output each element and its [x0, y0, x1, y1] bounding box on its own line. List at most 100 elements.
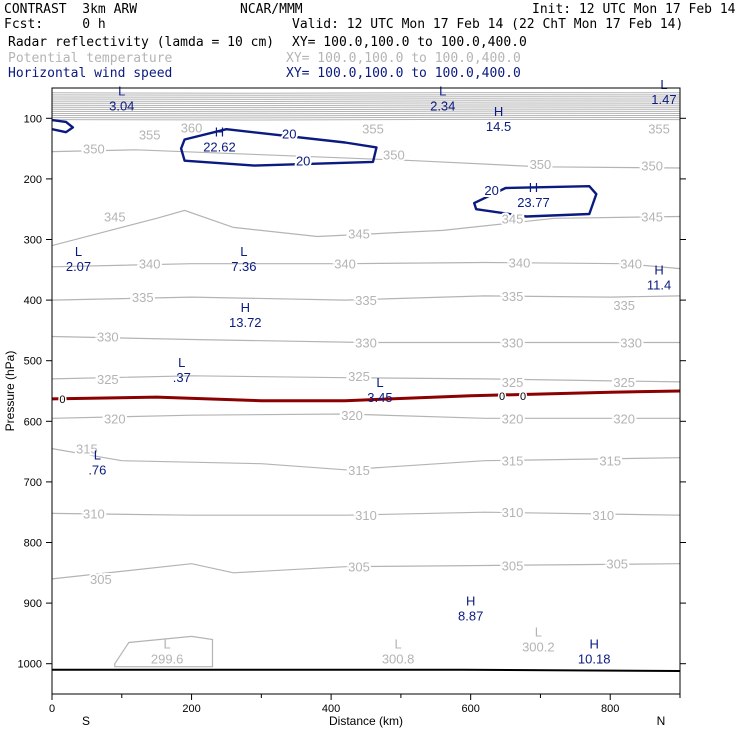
theta-contour-upper [52, 100, 680, 103]
theta-contour-350 [52, 149, 680, 169]
plot-frame [51, 87, 681, 695]
extremum-high: H14.5 [486, 104, 511, 134]
reflectivity-label-0: 0 [499, 391, 505, 403]
theta-label-360: 360 [181, 120, 203, 135]
extremum-type: H [215, 124, 224, 139]
theta-label-310: 310 [83, 506, 105, 521]
extremum-type: H [529, 180, 538, 195]
extremum-type: L [394, 637, 401, 652]
theta-label-340: 340 [334, 257, 356, 272]
extremum-type: L [439, 83, 446, 98]
wind-label-20: 20 [484, 183, 498, 198]
extremum-value: 13.72 [229, 315, 262, 330]
extremum-value: .37 [173, 370, 191, 385]
theta-contour-320 [52, 413, 680, 419]
extremum-type: L [75, 244, 82, 259]
extremum-value: 3.04 [109, 98, 134, 113]
field-label-wind: Horizontal wind speed [8, 66, 173, 81]
theta-contour-315 [52, 448, 680, 471]
extremum-type: H [494, 104, 503, 119]
theta-contour-upper [52, 94, 680, 96]
reflectivity-contours [52, 389, 680, 403]
theta-contour-340 [52, 261, 680, 270]
field-xy-wind: XY= 100.0,100.0 to 100.0,400.0 [286, 66, 521, 81]
theta-label-305: 305 [502, 559, 524, 574]
x-axis-title: Distance (km) [329, 714, 403, 728]
x-tick-label: 400 [322, 703, 340, 715]
extremum-type: L [376, 375, 383, 390]
y-tick-label: 900 [24, 598, 42, 610]
theta-label-335: 335 [132, 290, 154, 305]
extremum-low: L.37 [173, 355, 191, 385]
contour-labels: 350 350 350 350 345 345 345 345 340 340 340 340 335 3… [58, 118, 672, 588]
y-tick-label: 500 [24, 356, 42, 368]
extremum-type: H [589, 637, 598, 652]
extremum-high: H11.4 [647, 263, 671, 293]
x-tick-label: 0 [49, 703, 55, 715]
institution-label: NCAR/MMM [240, 2, 303, 17]
reflectivity-label-0: 0 [59, 394, 65, 406]
theta-label-325: 325 [502, 375, 524, 390]
y-tick-label: 1000 [18, 659, 42, 671]
extremum-low: L7.36 [231, 244, 256, 274]
field-xy-theta: XY= 100.0,100.0 to 100.0,400.0 [286, 51, 521, 66]
x-end-label-north: N [657, 714, 666, 728]
extremum-value: 299.6 [151, 652, 184, 667]
theta-label-310: 310 [502, 505, 524, 520]
theta-contour-330 [52, 335, 680, 344]
wind-contour [52, 118, 75, 134]
extremum-low: L.76 [88, 447, 106, 477]
extremum-value: 2.07 [66, 259, 91, 274]
theta-label-320: 320 [502, 411, 524, 426]
extremum-type: L [535, 624, 542, 639]
theta-label-345: 345 [502, 211, 524, 226]
theta-contour-310 [52, 511, 680, 516]
x-tick-label: 200 [182, 703, 200, 715]
theta-contour-upper [52, 106, 680, 109]
field-xy-reflectivity: XY= 100.0,100.0 to 100.0,400.0 [292, 35, 527, 50]
extremum-low: L3.04 [109, 83, 134, 113]
theta-contour-325 [52, 375, 680, 383]
theta-label-335: 335 [355, 293, 377, 308]
theta-label-345: 345 [348, 226, 370, 241]
y-tick-label: 600 [24, 416, 42, 428]
theta-label-310: 310 [355, 508, 377, 523]
y-tick-label: 100 [24, 113, 42, 125]
extremum-value: .76 [88, 462, 106, 477]
ground-line [52, 668, 680, 672]
reflectivity-label-0: 0 [520, 391, 526, 403]
extremum-value: 2.34 [430, 98, 455, 113]
y-tick-label: 800 [24, 538, 42, 550]
extremum-low: L2.34 [430, 83, 455, 113]
theta-label-325: 325 [613, 375, 635, 390]
extremum-value: 23.77 [517, 195, 550, 210]
extremum-low: L2.07 [66, 244, 91, 274]
theta-label-340: 340 [620, 257, 642, 272]
theta-contour-upper [52, 104, 680, 107]
theta-contour-335 [52, 295, 680, 301]
extremum-value: 14.5 [486, 119, 511, 134]
theta-label-330: 330 [620, 336, 642, 351]
y-tick-label: 300 [24, 235, 42, 247]
theta-label-350: 350 [530, 157, 552, 172]
theta-label-320: 320 [613, 411, 635, 426]
extremum-type: L [164, 637, 171, 652]
theta-label-350: 350 [83, 142, 105, 157]
extremum-value: 7.36 [231, 259, 256, 274]
field-label-reflectivity: Radar reflectivity (lamda = 10 cm) [8, 35, 275, 50]
extremum-value: 22.62 [203, 139, 236, 154]
theta-contour-upper [52, 116, 680, 119]
theta-contour-345 [52, 209, 680, 247]
theta-contour-upper [52, 118, 680, 121]
theta-label-320: 320 [104, 411, 126, 426]
y-tick-label: 200 [24, 174, 42, 186]
wind-contour-20 [179, 127, 378, 167]
extremum-high: H8.87 [458, 594, 483, 624]
reflectivity-contour-0 [52, 389, 680, 403]
extremum-value: 10.18 [578, 652, 611, 667]
extremum-low: L1.47 [651, 77, 676, 107]
wind-label-20: 20 [282, 126, 296, 141]
